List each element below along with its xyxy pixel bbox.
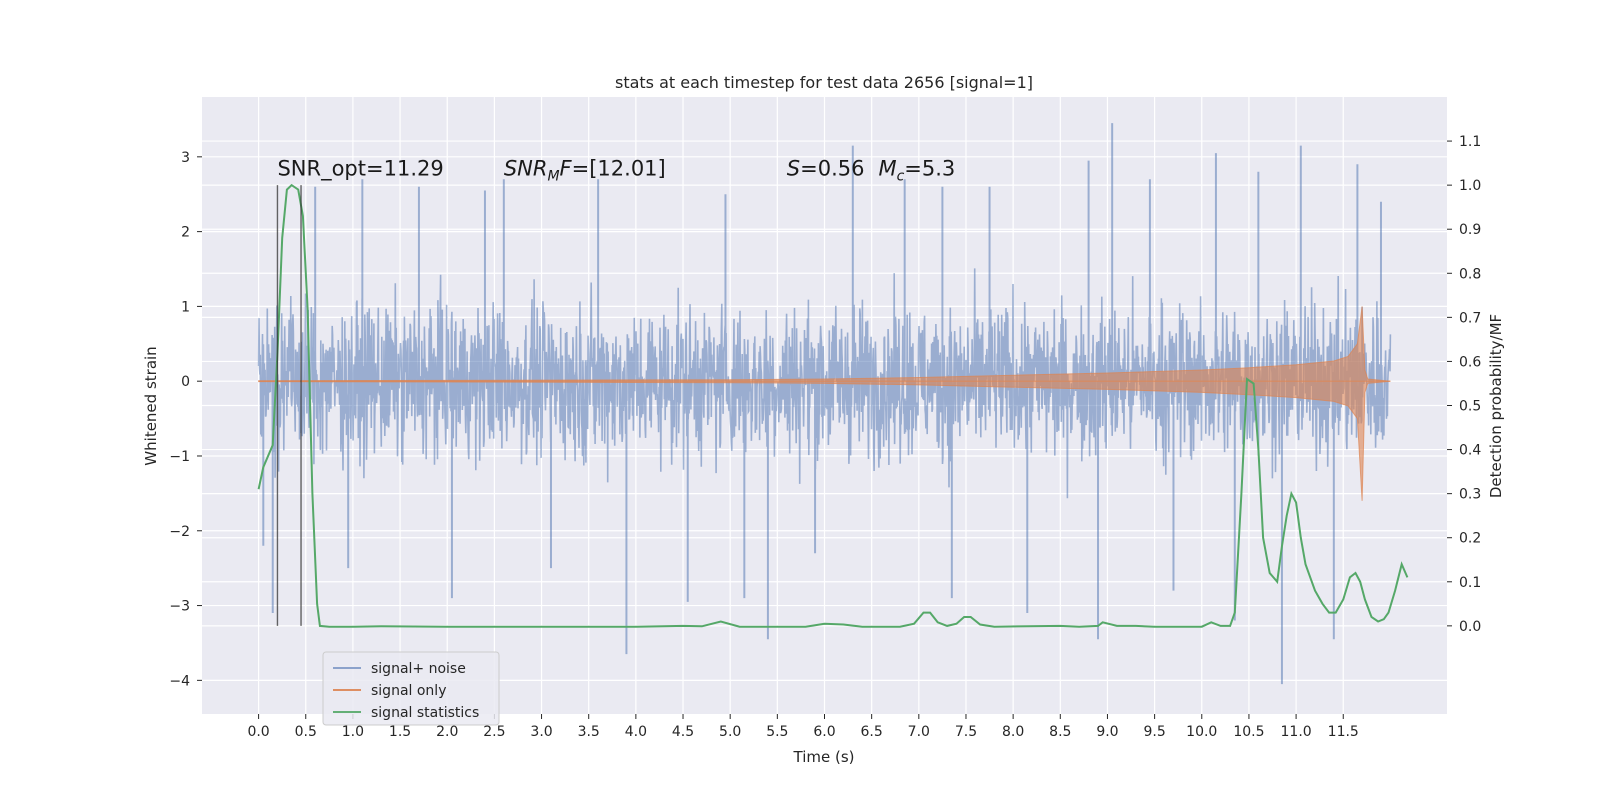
annotation-mc-sub: c [897, 169, 905, 185]
x-tick-label: 0.0 [247, 724, 269, 740]
tick-labels: 0.0 0.5 1.0 1.5 2.0 2.5 3.0 3.5 4.0 4.5 5.0 5.5 6.0 6… [169, 134, 1481, 740]
x-tick-label: 1.0 [342, 724, 364, 740]
y-axis-right-label: Detection probability/MF [1487, 314, 1505, 498]
annotation-snr-mf-sub: M [547, 169, 559, 185]
annotations: SNR_opt=11.29 SNRMF=[12.01] S=0.56 Mc=5.3 [277, 157, 955, 185]
y-tick-label: −2 [169, 524, 190, 540]
y-tick-label: −3 [169, 599, 190, 615]
x-tick-label: 2.0 [436, 724, 458, 740]
annotation-mc-symbol: M [878, 157, 896, 181]
legend-label: signal only [371, 683, 446, 699]
annotation-snr-mf-tail: F [560, 157, 573, 181]
y-right-tick-label: 0.2 [1459, 531, 1481, 547]
annotation-mc-value: =5.3 [904, 157, 955, 181]
x-tick-label: 9.5 [1143, 724, 1165, 740]
x-tick-label: 2.5 [483, 724, 505, 740]
y-tick-label: 2 [181, 225, 190, 241]
legend-label: signal+ noise [371, 661, 466, 677]
y-tick-label: 0 [181, 374, 190, 390]
x-tick-label: 5.0 [719, 724, 741, 740]
y-right-tick-label: 0.9 [1459, 222, 1481, 238]
x-axis-label: Time (s) [793, 748, 855, 766]
signal-statistics-line [257, 183, 1409, 628]
x-tick-label: 4.0 [625, 724, 647, 740]
chart-title: stats at each timestep for test data 265… [615, 73, 1033, 92]
x-tick-label: 5.5 [766, 724, 788, 740]
annotation-s-mc: S=0.56 Mc=5.3 [787, 157, 956, 185]
y-tick-label: 3 [181, 150, 190, 166]
x-tick-label: 11.5 [1328, 724, 1359, 740]
x-tick-label: 0.5 [295, 724, 317, 740]
y-right-tick-label: 0.0 [1459, 619, 1481, 635]
annotation-snr-mf: SNRMF=[12.01] [504, 157, 666, 185]
y-right-tick-label: 0.7 [1459, 310, 1481, 326]
y-tick-label: −1 [169, 449, 190, 465]
x-tick-label: 10.5 [1233, 724, 1264, 740]
legend-box [322, 651, 500, 726]
y-right-tick-label: 0.3 [1459, 487, 1481, 503]
x-tick-label: 1.5 [389, 724, 411, 740]
annotation-s-value: =0.56 [800, 157, 864, 181]
y-axis-label: Whitened strain [142, 346, 160, 465]
y-right-tick-label: 0.8 [1459, 266, 1481, 282]
x-tick-label: 11.0 [1281, 724, 1312, 740]
x-tick-label: 6.5 [861, 724, 883, 740]
x-tick-label: 6.0 [813, 724, 835, 740]
x-tick-label: 8.0 [1002, 724, 1024, 740]
signal-only-series [258, 306, 1391, 501]
y-right-tick-label: 1.0 [1459, 178, 1481, 194]
annotation-snr-opt: SNR_opt=11.29 [277, 157, 443, 182]
y-right-tick-label: 0.4 [1459, 443, 1481, 459]
x-tick-label: 3.0 [530, 724, 552, 740]
x-tick-label: 4.5 [672, 724, 694, 740]
y-right-tick-label: 0.5 [1459, 399, 1481, 415]
x-tick-label: 7.5 [955, 724, 977, 740]
x-tick-label: 9.0 [1096, 724, 1118, 740]
x-tick-label: 8.5 [1049, 724, 1071, 740]
y-right-tick-label: 0.1 [1459, 575, 1481, 591]
series-group [257, 123, 1409, 685]
legend-label: signal statistics [371, 705, 479, 721]
x-tick-label: 7.0 [908, 724, 930, 740]
x-tick-label: 3.5 [578, 724, 600, 740]
legend: signal+ noise signal only signal statistic… [322, 651, 500, 726]
annotation-snr-mf-base: SNR [504, 157, 548, 181]
y-right-tick-label: 1.1 [1459, 134, 1481, 150]
vertical-markers [276, 185, 302, 626]
y-tick-label: −4 [169, 673, 190, 689]
annotation-snr-mf-value: =[12.01] [572, 157, 666, 181]
y-tick-label: 1 [181, 299, 190, 315]
annotation-s-symbol: S [787, 157, 800, 181]
y-right-tick-label: 0.6 [1459, 354, 1481, 370]
x-tick-label: 10.0 [1186, 724, 1217, 740]
